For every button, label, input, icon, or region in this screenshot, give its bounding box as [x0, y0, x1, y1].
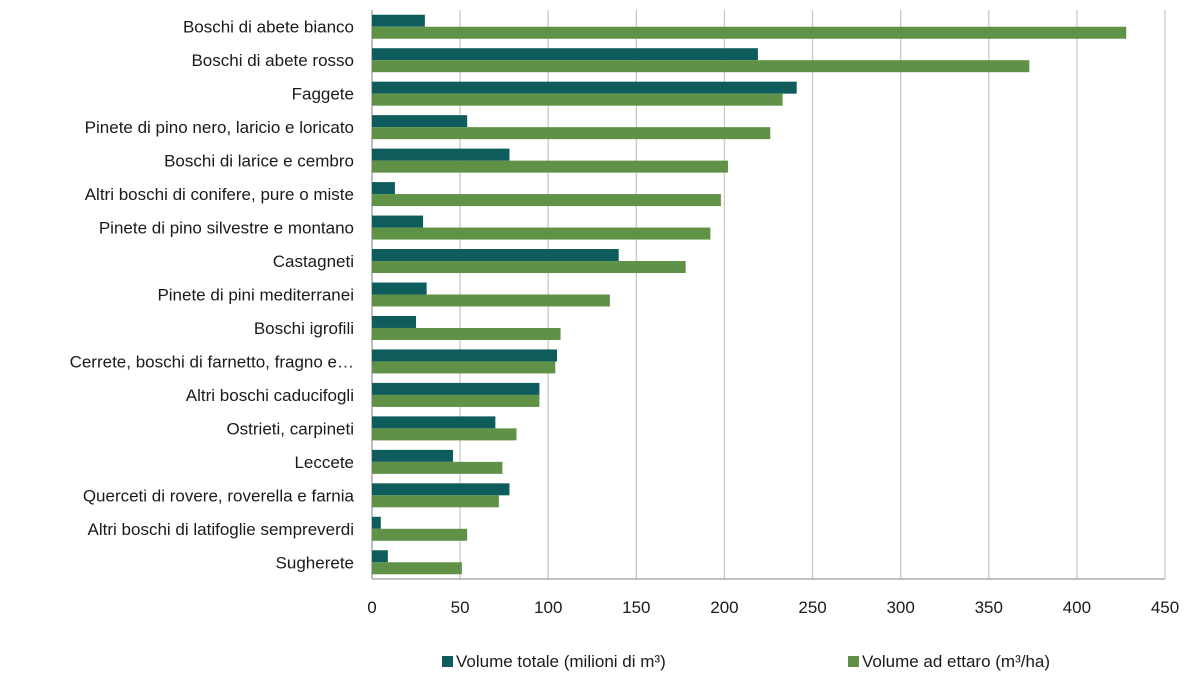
x-tick-label: 50	[451, 598, 470, 617]
bar-volume-ettaro	[372, 528, 468, 541]
bar-volume-ettaro	[372, 227, 711, 240]
x-tick-label: 400	[1063, 598, 1091, 617]
category-label: Altri boschi caducifogli	[186, 386, 354, 405]
legend-label: Volume totale (milioni di m³)	[456, 652, 666, 671]
bar-volume-ettaro	[372, 428, 517, 441]
x-tick-label: 250	[798, 598, 826, 617]
bar-volume-totale	[372, 483, 510, 496]
bar-volume-totale	[372, 249, 619, 262]
category-label: Boschi di abete bianco	[183, 18, 354, 37]
category-label: Pinete di pini mediterranei	[157, 286, 354, 305]
legend-swatch	[848, 656, 859, 667]
bar-volume-ettaro	[372, 394, 540, 407]
category-label: Leccete	[294, 453, 354, 472]
bar-volume-ettaro	[372, 562, 462, 575]
bar-volume-ettaro	[372, 26, 1127, 39]
bar-volume-ettaro	[372, 93, 783, 106]
bars	[372, 14, 1127, 575]
bar-volume-totale	[372, 550, 388, 563]
bar-volume-ettaro	[372, 261, 686, 274]
category-label: Boschi di larice e cembro	[164, 152, 354, 171]
bar-volume-ettaro	[372, 461, 503, 474]
bar-volume-totale	[372, 282, 427, 295]
category-label: Altri boschi di conifere, pure o miste	[85, 185, 354, 204]
x-tick-label: 0	[367, 598, 376, 617]
bar-volume-totale	[372, 14, 425, 27]
x-tick-label: 150	[622, 598, 650, 617]
category-label: Ostrieti, carpineti	[226, 419, 354, 438]
bar-volume-totale	[372, 516, 381, 529]
bar-volume-totale	[372, 382, 540, 395]
bar-volume-totale	[372, 182, 395, 195]
bar-volume-totale	[372, 148, 510, 161]
bar-volume-totale	[372, 349, 558, 362]
bar-volume-totale	[372, 449, 454, 462]
legend-label: Volume ad ettaro (m³/ha)	[862, 652, 1050, 671]
category-label: Pinete di pino nero, laricio e loricato	[85, 118, 354, 137]
x-tick-label: 200	[710, 598, 738, 617]
bar-volume-totale	[372, 115, 468, 128]
bar-volume-ettaro	[372, 127, 771, 140]
x-tick-label: 450	[1151, 598, 1179, 617]
legend: Volume totale (milioni di m³) Volume ad e…	[442, 652, 1050, 671]
category-label: Querceti di rovere, roverella e farnia	[83, 486, 355, 505]
bar-volume-ettaro	[372, 194, 721, 207]
bar-volume-totale	[372, 48, 758, 61]
category-label: Altri boschi di latifoglie sempreverdi	[88, 520, 354, 539]
bar-volume-ettaro	[372, 160, 728, 173]
category-label: Boschi di abete rosso	[191, 51, 354, 70]
x-tick-label: 350	[975, 598, 1003, 617]
x-tick-labels: 0 50 100 150 200 250 300 350 400 450	[367, 598, 1179, 617]
bar-volume-ettaro	[372, 60, 1030, 73]
x-tick-label: 100	[534, 598, 562, 617]
bar-volume-ettaro	[372, 495, 499, 508]
bar-volume-ettaro	[372, 361, 556, 374]
category-label: Pinete di pino silvestre e montano	[99, 219, 354, 238]
category-label: Sugherete	[276, 553, 354, 572]
category-label: Cerrete, boschi di farnetto, fragno e…	[70, 352, 354, 371]
bar-volume-totale	[372, 315, 417, 328]
x-tick-label: 300	[886, 598, 914, 617]
bar-volume-totale	[372, 215, 424, 228]
category-label: Faggete	[292, 85, 354, 104]
category-label: Boschi igrofili	[254, 319, 354, 338]
legend-swatch	[442, 656, 453, 667]
category-labels: Boschi di abete bianco Boschi di abete ro…	[70, 18, 355, 573]
bar-volume-totale	[372, 416, 496, 429]
bar-volume-ettaro	[372, 294, 610, 307]
bar-volume-totale	[372, 81, 797, 94]
category-label: Castagneti	[273, 252, 354, 271]
bar-volume-ettaro	[372, 327, 561, 340]
